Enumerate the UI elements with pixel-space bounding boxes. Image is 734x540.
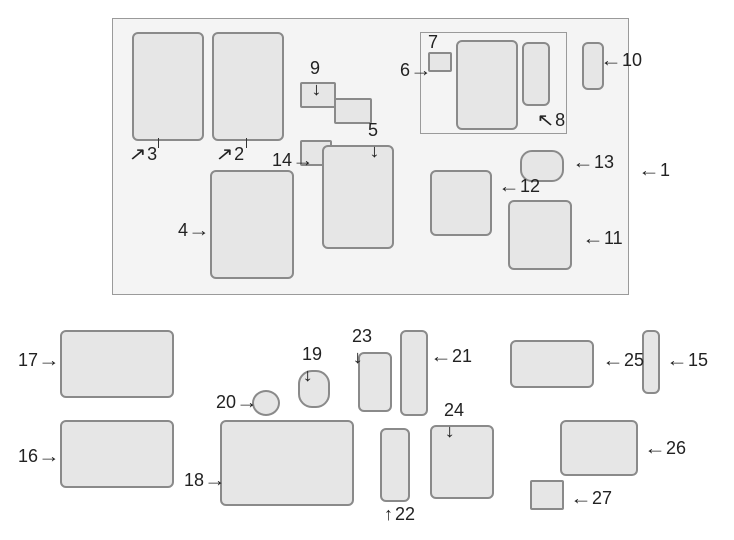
callout-10: ←10: [600, 50, 642, 71]
callout-15: ←15: [666, 350, 708, 371]
part-21: [400, 330, 428, 416]
callout-11: ←11: [582, 228, 623, 249]
callout-23: 23↓: [352, 326, 372, 368]
callout-25: ←25: [602, 350, 644, 371]
callout-3: ↗3: [128, 144, 157, 165]
callout-19: 19↓: [302, 344, 322, 386]
callout-20: 20→: [216, 392, 258, 413]
part-11: [508, 200, 572, 270]
callout-2: ↗2: [215, 144, 244, 165]
leader-3: [158, 138, 159, 148]
callout-18: 18→: [184, 470, 226, 491]
callout-7: 7: [428, 32, 438, 53]
part-2: [212, 32, 284, 141]
callout-4: 4→: [178, 220, 210, 241]
callout-6: 6→: [400, 60, 432, 81]
part-8: [522, 42, 550, 106]
part-3: [132, 32, 204, 141]
part-18: [220, 420, 354, 506]
callout-13: ←13: [572, 152, 614, 173]
callout-14: 14→: [272, 150, 314, 171]
part-12: [430, 170, 492, 236]
callout-12: ←12: [498, 176, 540, 197]
part-27: [530, 480, 564, 510]
callout-26: ←26: [644, 438, 686, 459]
part-4: [210, 170, 294, 279]
leader-2: [246, 138, 247, 148]
callout-17: 17→: [18, 350, 60, 371]
callout-1: ←1: [638, 160, 670, 181]
callout-8: ↖8: [536, 110, 565, 131]
part-25: [510, 340, 594, 388]
part-14b: [334, 98, 372, 124]
part-17: [60, 330, 174, 398]
part-22: [380, 428, 410, 502]
part-26: [560, 420, 638, 476]
callout-24: 24↓: [444, 400, 464, 442]
part-6: [456, 40, 518, 130]
part-15: [642, 330, 660, 394]
callout-21: ←21: [430, 346, 472, 367]
callout-5: 5↓: [368, 120, 381, 162]
part-16: [60, 420, 174, 488]
callout-9: 9↓: [310, 58, 323, 100]
part-5: [322, 145, 394, 249]
callout-27: ←27: [570, 488, 612, 509]
callout-16: 16→: [18, 446, 60, 467]
parts-diagram: ←1 ↗2 ↗3 4→ 5↓ 6→ 7 ↖8 9↓ ←10 ←11 ←12 ←1…: [0, 0, 734, 540]
callout-22: ↑22: [382, 504, 415, 525]
